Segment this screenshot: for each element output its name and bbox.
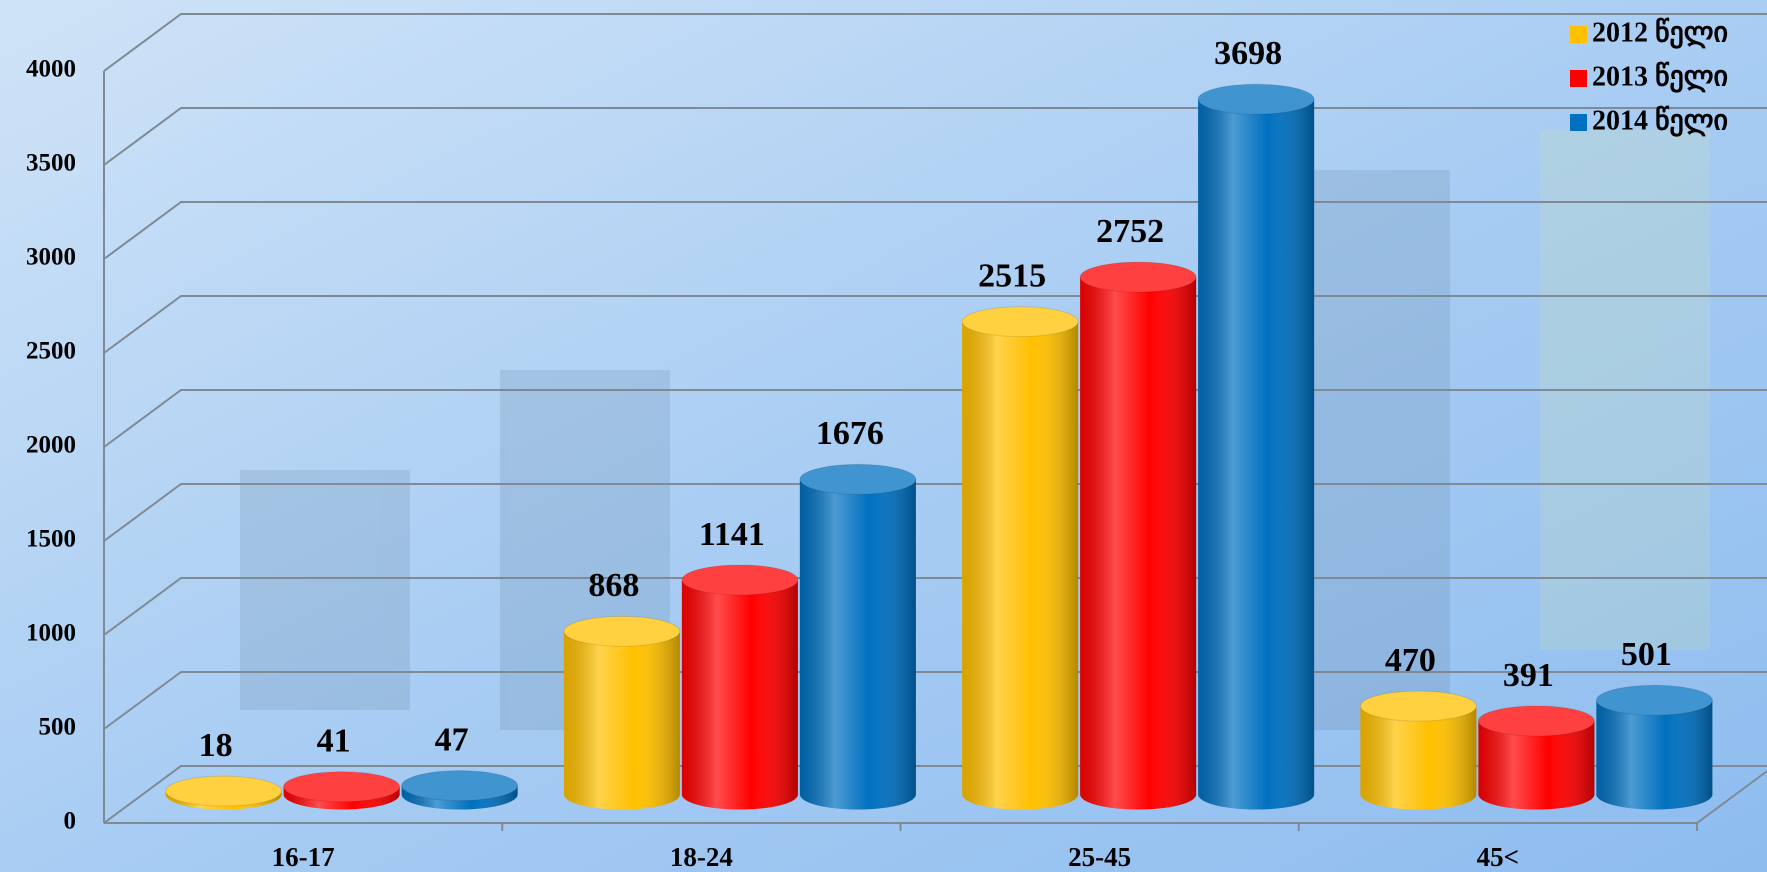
legend-swatch [1570,70,1587,87]
x-tick-label: 45< [1477,842,1519,872]
y-tick-label: 3500 [26,150,76,177]
data-label: 2752 [1096,213,1164,250]
data-label: 1141 [699,516,765,553]
bar-top [962,306,1079,337]
bar-top-highlight [1477,705,1595,737]
data-label: 501 [1621,636,1672,673]
bar-top [1596,685,1713,716]
bar-top [681,564,798,595]
bar-top [1478,705,1595,736]
bar-top-highlight [283,771,401,803]
bar-top-highlight [681,564,799,596]
y-tick-label: 0 [64,808,77,835]
x-tick-label: 25-45 [1068,842,1131,872]
bar-shading [1080,277,1197,810]
bar-shading [799,479,916,810]
bar-shading [1478,720,1595,810]
bar-top-highlight [1359,690,1477,722]
bar-top-highlight [1079,261,1197,293]
legend: 2012 წელი 2013 წელი 2014 წელი [1570,17,1728,137]
bar-top [799,464,916,495]
bar-top [401,770,518,801]
data-label: 391 [1503,657,1554,694]
bar-top-highlight [165,775,283,807]
bar-shading [962,321,1079,810]
bar-top [1360,691,1477,722]
bar-top [165,776,282,807]
x-tick-label: 16-17 [272,842,335,872]
bar-top-highlight [961,306,1079,338]
grid-line [103,13,1767,72]
bar-top [1198,84,1315,115]
bar-top-highlight [1197,83,1315,115]
y-tick-label: 2500 [26,338,76,365]
data-label: 41 [317,723,351,760]
bar-shading [1198,99,1315,810]
bar-top-highlight [401,770,519,802]
legend-label: 2012 წელი [1592,17,1728,49]
data-label: 47 [435,721,469,758]
data-label: 868 [588,567,639,604]
bar-top [563,616,680,647]
data-label: 470 [1385,642,1436,679]
bar-top-highlight [1595,684,1713,716]
bar-top-highlight [563,615,681,647]
bar-top [1080,262,1197,293]
legend-label: 2014 წელი [1592,105,1728,137]
y-tick-label: 1500 [26,526,76,553]
data-label: 1676 [816,415,884,452]
x-tick-label: 18-24 [670,842,733,872]
legend-swatch [1570,114,1587,131]
bar-shading [1596,700,1713,810]
bar-shading [1360,706,1477,810]
plot: 18 868 2515 470 41 1141 2752 391 47 1676 3698 501 [165,35,1713,810]
data-label: 2515 [978,257,1046,294]
data-label: 18 [199,727,233,764]
y-tick-label: 3000 [26,244,76,271]
bar-top [283,771,400,802]
bar-shading [563,631,680,810]
legend-swatch [1570,26,1587,43]
y-tick-label: 500 [39,714,77,741]
data-label: 3698 [1214,35,1282,72]
y-tick-label: 1000 [26,620,76,647]
bar-shading [681,579,798,810]
bar-top-highlight [799,463,917,495]
y-tick-label: 4000 [26,56,76,83]
legend-label: 2013 წელი [1592,61,1728,93]
y-tick-label: 2000 [26,432,76,459]
